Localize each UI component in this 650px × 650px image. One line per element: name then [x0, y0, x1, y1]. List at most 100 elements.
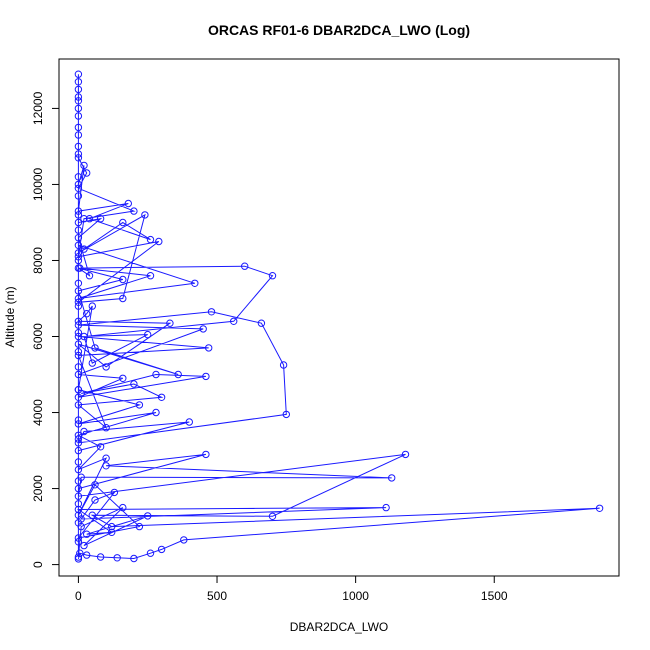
y-tick-label: 2000 [31, 475, 45, 502]
data-point [199, 325, 207, 333]
data-point [91, 496, 99, 504]
data-point [102, 424, 110, 432]
plot-frame [58, 58, 620, 577]
data-point [152, 408, 160, 417]
data-point [88, 359, 97, 367]
data-point [83, 551, 91, 559]
data-point [74, 85, 83, 94]
data-point [74, 351, 83, 360]
data-point [74, 279, 83, 287]
data-point [74, 70, 83, 78]
data-point [230, 317, 238, 325]
data-point [102, 462, 110, 470]
data-point [74, 317, 83, 325]
data-point [130, 554, 138, 563]
data-point [135, 522, 144, 531]
data-point [74, 363, 83, 371]
data-point [152, 370, 160, 379]
x-axis: 0 500 1000 1500 [75, 576, 508, 603]
data-point [74, 180, 83, 189]
data-point [74, 104, 83, 113]
data-point [157, 393, 166, 401]
data-point [180, 536, 188, 544]
data-point [102, 363, 110, 371]
data-point [108, 522, 116, 531]
data-point [282, 410, 290, 419]
chart-title: ORCAS RF01-6 DBAR2DCA_LWO (Log) [208, 22, 470, 38]
data-point [74, 420, 83, 428]
data-point [74, 154, 83, 162]
data-point [77, 522, 85, 531]
data-point [74, 484, 83, 493]
data-point [119, 374, 127, 382]
data-point [74, 465, 83, 474]
data-point [74, 370, 83, 379]
data-point [144, 330, 152, 339]
data-point [74, 329, 83, 337]
data-point [382, 503, 390, 512]
data-point [74, 241, 83, 250]
data-point [191, 279, 199, 287]
data-point [85, 215, 94, 223]
data-point [401, 450, 410, 459]
series-line [76, 74, 600, 560]
data-point [166, 319, 174, 327]
y-tick-label: 4000 [31, 399, 45, 426]
data-point [144, 512, 152, 520]
data-point [80, 427, 88, 436]
data-point [74, 401, 83, 409]
data-point [74, 93, 83, 101]
data-point [268, 512, 277, 520]
data-point [91, 344, 99, 352]
data-point [74, 332, 83, 341]
data-point [74, 321, 83, 329]
data-point [74, 492, 83, 500]
data-point [205, 344, 213, 352]
data-point [74, 142, 83, 151]
data-point [74, 534, 83, 542]
data-point [135, 401, 144, 409]
data-point [74, 287, 83, 295]
data-point [80, 332, 88, 341]
y-tick-label: 8000 [31, 247, 45, 274]
data-point [83, 530, 91, 538]
data-point [202, 450, 210, 459]
data-point [74, 446, 83, 455]
data-point [141, 211, 149, 219]
data-point [74, 264, 83, 272]
data-point [74, 458, 83, 466]
data-point [74, 97, 83, 105]
data-point [74, 538, 83, 546]
data-point [74, 302, 83, 310]
data-point [74, 340, 83, 348]
data-point [268, 272, 277, 280]
data-point [80, 161, 88, 170]
data-point [74, 211, 83, 219]
x-tick-label: 1500 [481, 589, 508, 603]
data-point [119, 503, 127, 512]
data-point [74, 226, 83, 234]
data-point [119, 294, 127, 303]
data-point [279, 361, 288, 369]
data-point [74, 131, 83, 139]
data-point [91, 481, 99, 489]
data-point [74, 150, 83, 158]
data-point [74, 500, 83, 508]
data-point [157, 545, 166, 554]
y-axis: 0 2000 4000 6000 8000 10000 12000 [31, 91, 59, 568]
data-point [80, 245, 88, 253]
data-point [74, 477, 83, 485]
data-point [595, 504, 604, 512]
data-point [74, 78, 83, 86]
data-point [96, 553, 105, 561]
data-point [96, 215, 105, 223]
data-point [130, 380, 138, 388]
y-tick-label: 10000 [31, 167, 45, 201]
data-point [74, 218, 83, 227]
data-point [74, 112, 83, 120]
data-point [74, 207, 83, 215]
x-axis-label: DBAR2DCA_LWO [290, 620, 388, 634]
data-point [257, 319, 266, 327]
data-point [80, 215, 88, 223]
data-point [74, 386, 83, 394]
